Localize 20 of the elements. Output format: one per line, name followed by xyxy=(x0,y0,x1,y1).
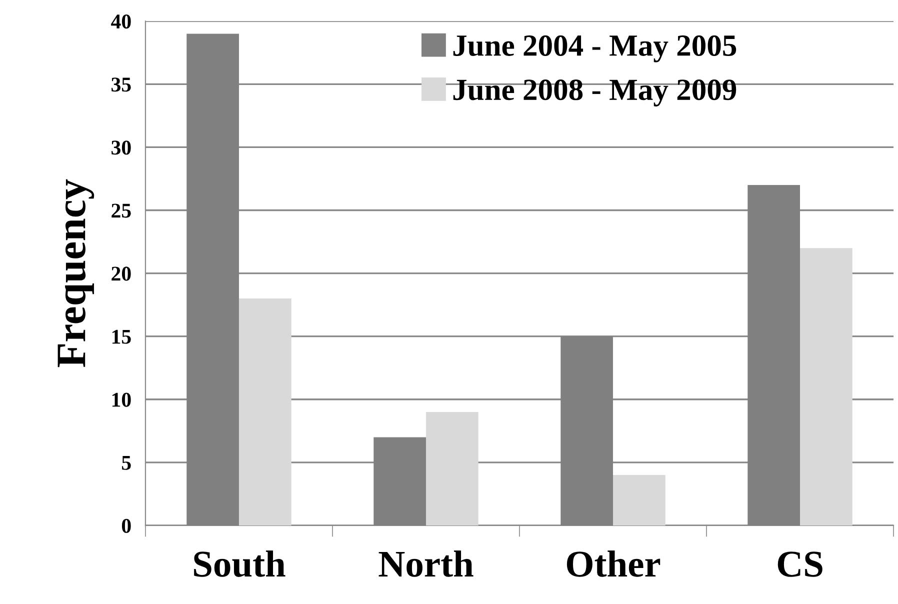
y-tick-label: 25 xyxy=(112,204,131,218)
y-tick-label: 20 xyxy=(112,266,131,281)
x-tick-label: CS xyxy=(778,552,822,577)
y-tick-label: 5 xyxy=(122,456,131,470)
y-tick-label: 30 xyxy=(112,140,131,155)
legend-label: June 2008 - May 2009 xyxy=(453,80,736,106)
x-tick-label: North xyxy=(378,550,474,577)
y-axis-title: Frequency xyxy=(58,179,94,368)
x-tick-label: Other xyxy=(566,550,660,577)
bar xyxy=(612,475,666,526)
y-tick-label: 15 xyxy=(112,330,131,344)
x-tick-label: South xyxy=(194,550,286,577)
bar xyxy=(800,248,852,526)
legend-label: June 2004 - May 2005 xyxy=(453,35,736,62)
y-tick-label: 0 xyxy=(122,518,131,533)
y-tick-label: 35 xyxy=(112,78,131,92)
y-tick-label: 10 xyxy=(112,392,131,407)
bar xyxy=(238,298,292,526)
y-tick-label: 40 xyxy=(111,14,131,29)
bar xyxy=(426,412,478,526)
